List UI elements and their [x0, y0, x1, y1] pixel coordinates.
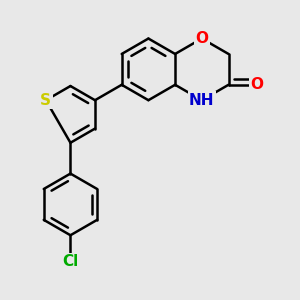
Text: O: O — [195, 31, 208, 46]
Text: NH: NH — [189, 93, 214, 108]
Text: O: O — [250, 77, 263, 92]
Text: S: S — [40, 93, 51, 108]
Text: Cl: Cl — [62, 254, 79, 269]
